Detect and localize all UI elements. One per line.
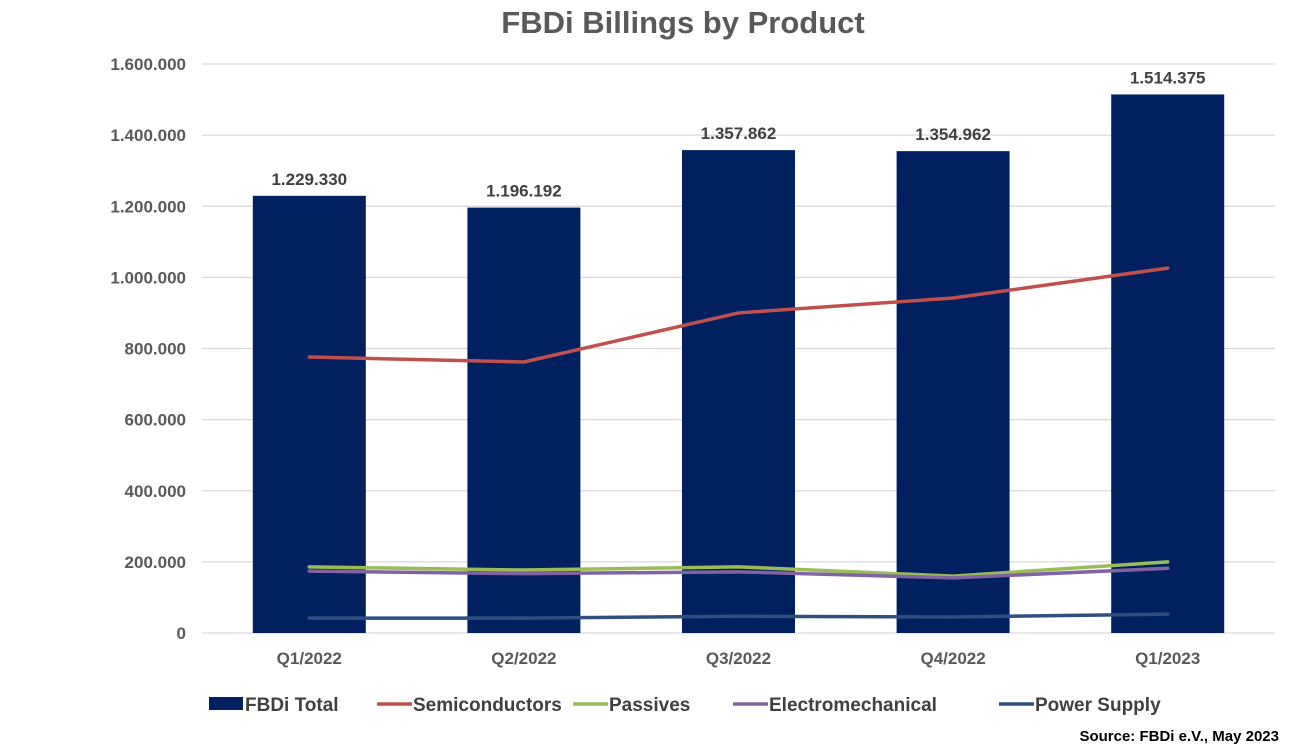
bars <box>252 94 1225 634</box>
line-passives <box>307 560 1170 578</box>
legend-swatch <box>209 697 243 710</box>
x-axis-ticks: Q1/2022 Q2/2022 Q3/2022 Q4/2022 Q1/2023 <box>277 649 1201 668</box>
legend-item-power-supply: Power Supply <box>999 695 1161 716</box>
lines <box>307 266 1170 620</box>
y-tick-label: 1.200.000 <box>110 197 186 216</box>
y-tick-label: 0 <box>177 624 186 643</box>
legend-label: Power Supply <box>1035 695 1161 716</box>
y-tick-label: 800.000 <box>125 340 186 359</box>
legend-item-fbdi-total: FBDi Total <box>209 695 339 716</box>
y-tick-label: 1.000.000 <box>110 268 186 287</box>
line-power-supply <box>307 612 1170 620</box>
y-tick-label: 1.600.000 <box>110 55 186 74</box>
x-tick-label: Q1/2022 <box>277 649 342 668</box>
bar-data-label: 1.357.862 <box>701 124 777 143</box>
legend-label: Electromechanical <box>769 695 937 716</box>
chart-title: FBDi Billings by Product <box>501 5 864 40</box>
y-tick-label: 600.000 <box>125 411 186 430</box>
legend-label: FBDi Total <box>245 695 339 716</box>
line-electromechanical <box>307 566 1170 580</box>
legend-item-passives: Passives <box>573 695 690 716</box>
x-tick-label: Q2/2022 <box>491 649 556 668</box>
bar-fbdi-total <box>252 195 366 633</box>
bar-fbdi-total <box>682 150 795 633</box>
bar-data-label: 1.229.330 <box>271 170 347 189</box>
bar-data-label: 1.354.962 <box>915 125 991 144</box>
bar-data-label: 1.196.192 <box>486 182 562 201</box>
y-tick-label: 200.000 <box>125 553 186 572</box>
legend-item-electromechanical: Electromechanical <box>733 695 937 716</box>
data-labels: 1.229.330 1.196.192 1.357.862 1.354.962 1.51… <box>271 68 1205 200</box>
x-tick-label: Q4/2022 <box>920 649 985 668</box>
bar-fbdi-total <box>896 151 1010 633</box>
legend-label: Passives <box>609 695 690 716</box>
legend-item-semiconductors: Semiconductors <box>377 695 562 716</box>
y-tick-label: 400.000 <box>125 482 186 501</box>
bar-data-label: 1.514.375 <box>1130 68 1206 87</box>
y-axis-ticks: 0 200.000 400.000 600.000 800.000 1.000.000 1.… <box>110 55 186 643</box>
x-tick-label: Q3/2022 <box>706 649 771 668</box>
line-semiconductors <box>307 266 1170 364</box>
bar-fbdi-total <box>1111 94 1225 634</box>
bar-fbdi-total <box>467 207 581 633</box>
y-tick-label: 1.400.000 <box>110 126 186 145</box>
x-tick-label: Q1/2023 <box>1135 649 1200 668</box>
legend: FBDi Total Semiconductors Passives Electrom… <box>209 695 1161 716</box>
legend-label: Semiconductors <box>413 695 562 716</box>
source-note: Source: FBDi e.V., May 2023 <box>1079 728 1279 745</box>
